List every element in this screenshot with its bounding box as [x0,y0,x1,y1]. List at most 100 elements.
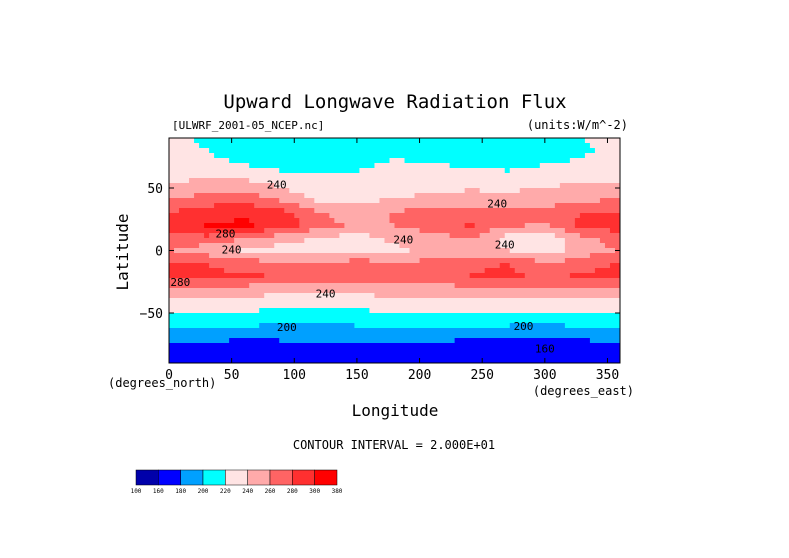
field-cell [244,353,250,359]
field-cell [604,153,611,159]
field-cell [544,353,551,359]
field-cell [474,338,481,344]
field-cell [264,273,270,279]
field-cell [464,353,471,359]
field-cell [499,353,506,359]
field-cell [239,248,245,254]
field-cell [584,178,591,184]
field-cell [209,263,215,269]
field-cell [344,158,350,164]
field-cell [344,238,350,244]
field-cell [199,353,205,359]
field-cell [614,273,620,279]
field-cell [294,353,300,359]
field-cell [509,183,516,189]
field-cell [479,258,486,264]
field-cell [459,358,466,363]
field-cell [539,188,546,194]
field-cell [589,233,596,239]
field-cell [479,303,486,309]
field-cell [214,163,220,169]
field-cell [324,203,330,209]
field-cell [559,273,566,279]
field-cell [579,198,586,204]
field-cell [189,188,195,194]
field-cell [259,178,265,184]
field-cell [244,143,250,149]
field-cell [354,208,361,214]
field-cell [499,248,506,254]
field-cell [524,348,531,354]
field-cell [414,333,421,339]
field-cell [399,198,406,204]
field-cell [549,358,556,363]
field-cell [484,258,491,264]
field-cell [449,318,456,324]
field-cell [584,218,591,224]
field-cell [519,293,526,299]
field-cell [514,138,521,144]
field-cell [189,248,195,254]
field-cell [184,258,190,264]
field-cell [369,148,376,154]
field-cell [519,233,526,239]
field-cell [549,248,556,254]
field-cell [594,193,601,199]
field-cell [344,138,350,144]
field-cell [294,328,300,334]
field-cell [504,208,511,214]
field-cell [269,148,275,154]
field-cell [614,218,620,224]
field-cell [364,298,371,304]
field-cell [244,268,250,274]
field-cell [394,178,401,184]
field-cell [194,238,200,244]
field-cell [529,148,536,154]
field-cell [514,163,521,169]
field-cell [219,268,225,274]
field-cell [199,323,205,329]
field-cell [439,163,446,169]
field-cell [494,168,501,174]
field-cell [524,273,531,279]
field-cell [604,223,611,229]
field-cell [284,293,290,299]
field-cell [544,288,551,294]
field-cell [424,218,431,224]
field-cell [214,143,220,149]
field-cell [319,138,325,144]
field-cell [424,298,431,304]
field-cell [564,253,571,259]
field-cell [289,238,295,244]
field-cell [269,288,275,294]
field-cell [329,163,335,169]
field-cell [264,338,270,344]
field-cell [174,293,180,299]
field-cell [299,258,305,264]
field-cell [379,288,386,294]
field-cell [509,178,516,184]
field-cell [219,208,225,214]
field-cell [339,343,345,349]
field-cell [414,318,421,324]
field-cell [589,153,596,159]
field-cell [214,238,220,244]
field-cell [534,248,541,254]
field-cell [589,268,596,274]
field-cell [349,303,356,309]
field-cell [254,263,260,269]
field-cell [219,308,225,314]
field-cell [249,163,255,169]
field-cell [384,183,391,189]
field-cell [484,303,491,309]
field-cell [534,208,541,214]
field-cell [614,153,620,159]
field-cell [304,148,310,154]
field-cell [399,253,406,259]
field-cell [444,343,451,349]
field-cell [514,348,521,354]
field-cell [504,313,511,319]
field-cell [189,318,195,324]
field-cell [429,168,436,174]
field-cell [539,268,546,274]
